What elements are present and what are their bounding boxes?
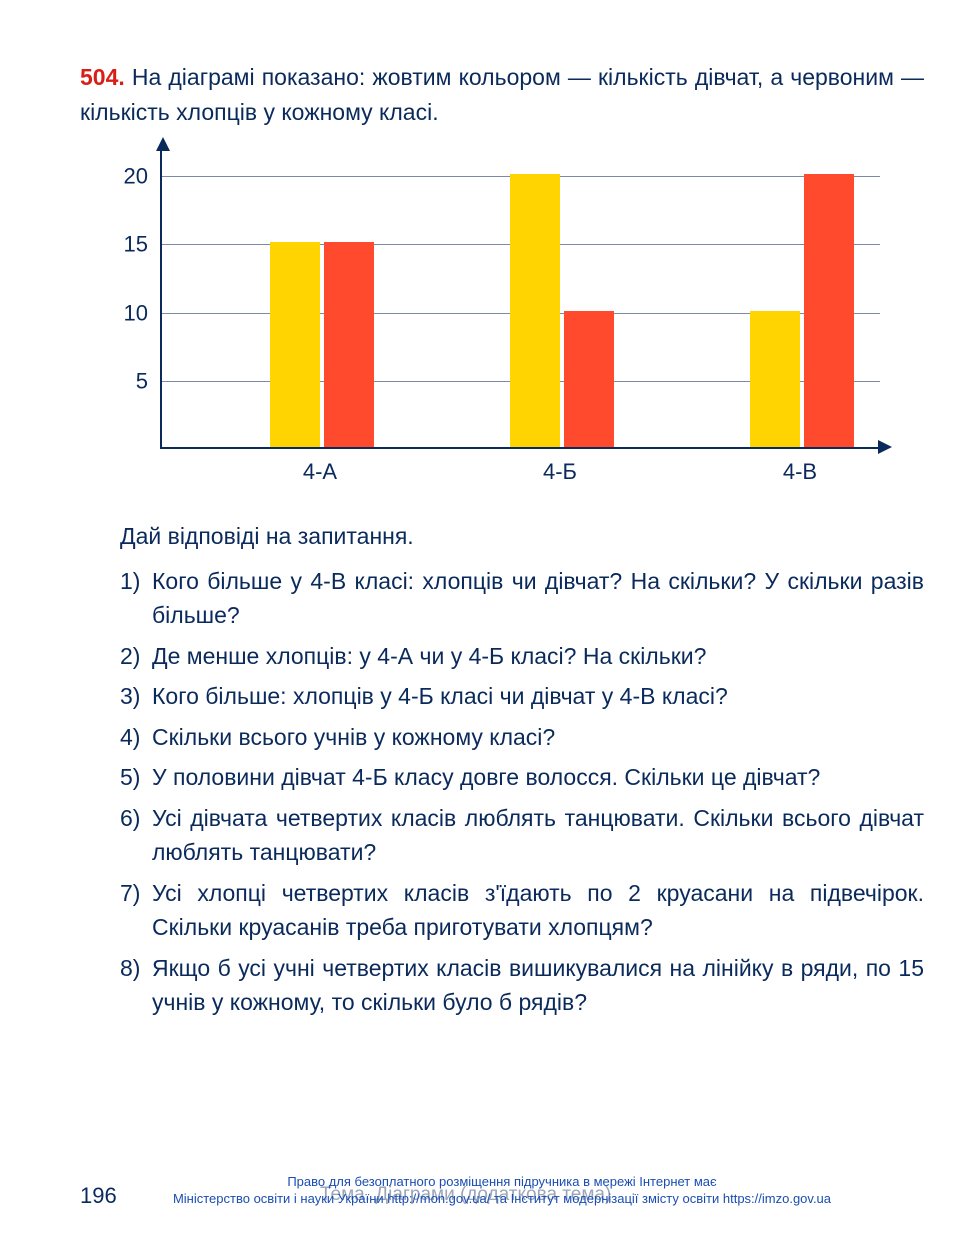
question-text: Усі хлопці четвертих класів з'їдають по …	[152, 876, 924, 945]
problem-text: На діаграмі показано: жовтим кольором — …	[80, 64, 924, 125]
footer-credit-line-1: Право для безоплатного розміщення підруч…	[80, 1174, 924, 1191]
questions-intro: Дай відповіді на запитання.	[120, 519, 924, 554]
problem-number: 504.	[80, 64, 125, 90]
footer-credit-line-2: Міністерство освіти і науки України http…	[80, 1191, 924, 1208]
x-axis-arrow-icon	[878, 440, 892, 454]
question-item: 1)Кого більше у 4-В класі: хлопців чи ді…	[120, 564, 924, 633]
chart-bar-boys	[564, 311, 614, 447]
question-text: У половини дівчат 4-Б класу довге волосс…	[152, 760, 924, 795]
question-number: 1)	[120, 564, 152, 633]
question-number: 4)	[120, 720, 152, 755]
question-item: 4)Скільки всього учнів у кожному класі?	[120, 720, 924, 755]
chart-bar-girls	[270, 242, 320, 447]
question-number: 7)	[120, 876, 152, 945]
question-number: 6)	[120, 801, 152, 870]
chart-bar-girls	[510, 174, 560, 447]
question-item: 5)У половини дівчат 4-Б класу довге воло…	[120, 760, 924, 795]
chart-ytick: 5	[108, 364, 148, 397]
chart-bar-boys	[804, 174, 854, 447]
page-footer: 196 Тема. Діаграми (додаткова тема) Прав…	[80, 1179, 924, 1212]
question-item: 6)Усі дівчата четвертих класів люблять т…	[120, 801, 924, 870]
y-axis-arrow-icon	[156, 137, 170, 151]
question-text: Де менше хлопців: у 4-А чи у 4-Б класі? …	[152, 639, 924, 674]
problem-statement: 504. На діаграмі показано: жовтим кольор…	[80, 60, 924, 129]
question-item: 7)Усі хлопці четвертих класів з'їдають п…	[120, 876, 924, 945]
question-number: 8)	[120, 951, 152, 1020]
question-number: 2)	[120, 639, 152, 674]
question-item: 2)Де менше хлопців: у 4-А чи у 4-Б класі…	[120, 639, 924, 674]
question-item: 3)Кого більше: хлопців у 4-Б класі чи ді…	[120, 679, 924, 714]
question-text: Усі дівчата четвертих класів люблять тан…	[152, 801, 924, 870]
bar-chart: 51015204-А4-Б4-В	[120, 149, 900, 489]
chart-bar-boys	[324, 242, 374, 447]
footer-credits: Право для безоплатного розміщення підруч…	[80, 1174, 924, 1208]
chart-ytick: 20	[108, 160, 148, 193]
questions-list: 1)Кого більше у 4-В класі: хлопців чи ді…	[120, 564, 924, 1020]
chart-ytick: 10	[108, 296, 148, 329]
question-item: 8)Якщо б усі учні четвертих класів вишик…	[120, 951, 924, 1020]
question-text: Кого більше у 4-В класі: хлопців чи дівч…	[152, 564, 924, 633]
chart-ytick: 15	[108, 228, 148, 261]
chart-bar-girls	[750, 311, 800, 447]
chart-xlabel: 4-А	[303, 455, 337, 488]
question-text: Якщо б усі учні четвертих класів вишикув…	[152, 951, 924, 1020]
chart-plot-area	[160, 149, 880, 449]
chart-xlabel: 4-В	[783, 455, 817, 488]
question-text: Скільки всього учнів у кожному класі?	[152, 720, 924, 755]
question-number: 3)	[120, 679, 152, 714]
question-number: 5)	[120, 760, 152, 795]
question-text: Кого більше: хлопців у 4-Б класі чи дівч…	[152, 679, 924, 714]
chart-xlabel: 4-Б	[543, 455, 577, 488]
